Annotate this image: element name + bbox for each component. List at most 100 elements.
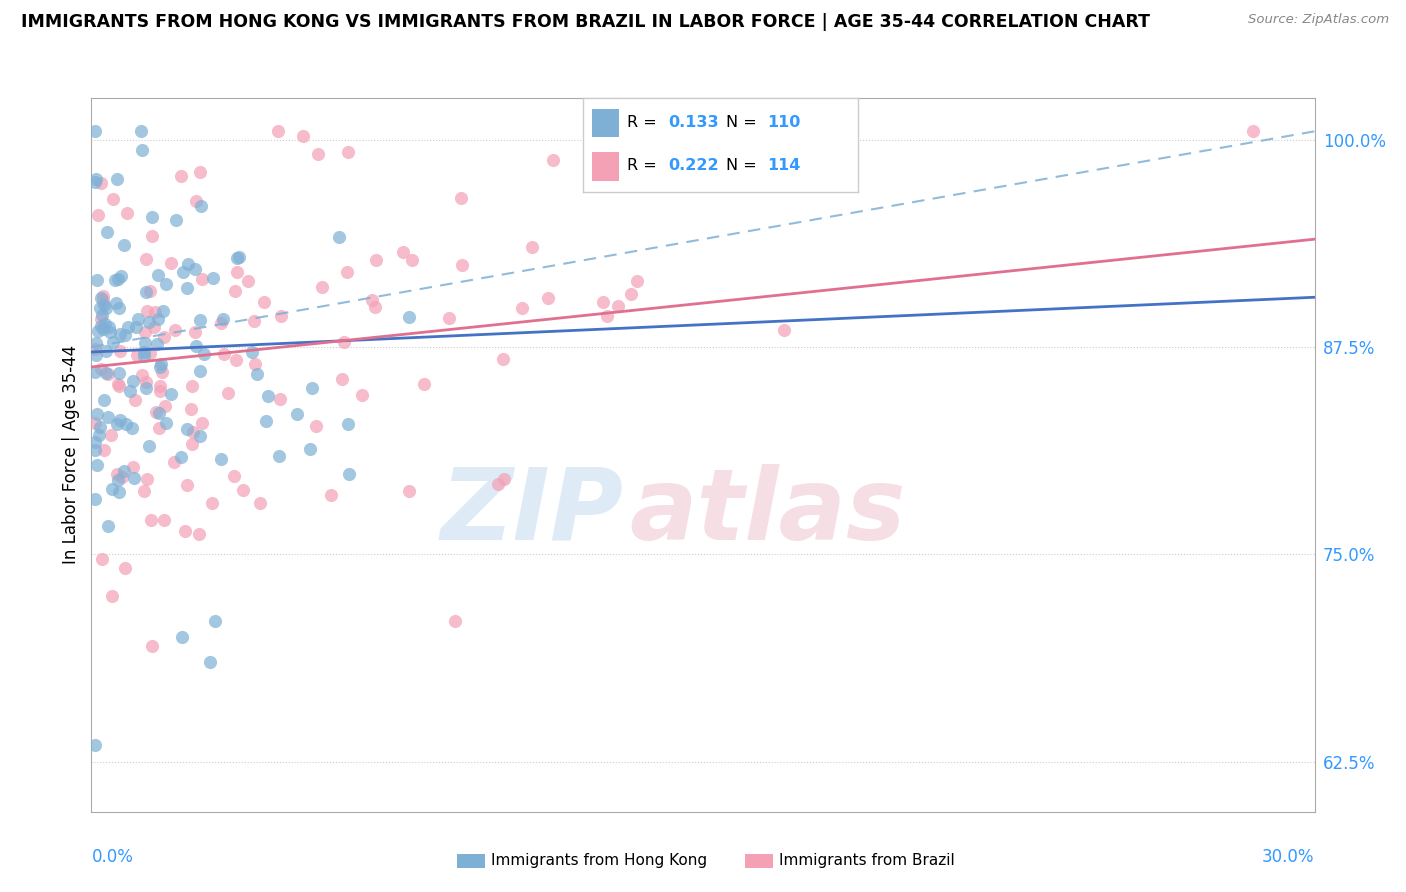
Point [187,526,209,541]
Point [311,280,333,294]
Point [491,352,513,367]
Point [108,301,131,315]
Point [443,614,465,628]
Point [90,319,112,334]
Point [87,208,110,222]
Point [451,259,474,273]
Point [267,124,290,138]
Point [437,311,460,326]
Point [89,419,111,434]
Text: atlas: atlas [630,464,905,560]
Point [84,342,107,356]
Point [96,366,118,380]
Point [176,422,198,436]
Point [148,312,170,326]
Text: 110: 110 [768,115,800,130]
Point [170,631,193,645]
Point [149,357,172,371]
Point [122,471,145,485]
Point [100,427,122,442]
Point [101,483,124,497]
Point [131,143,153,157]
Point [191,416,214,430]
Point [89,301,111,315]
Point [110,326,132,341]
Point [86,458,108,473]
Text: Source: ZipAtlas.com: Source: ZipAtlas.com [1249,13,1389,27]
FancyBboxPatch shape [592,153,619,180]
Point [139,345,162,359]
Point [193,347,215,361]
Point [148,406,170,420]
Point [321,488,343,502]
Point [153,513,176,527]
Text: Immigrants from Hong Kong: Immigrants from Hong Kong [491,854,707,868]
Point [97,320,120,334]
Point [146,336,169,351]
Point [121,460,143,475]
Point [90,176,112,190]
Point [361,293,384,307]
Point [84,435,107,450]
Point [232,483,254,498]
Point [163,455,186,469]
Point [84,175,107,189]
Point [115,206,138,220]
Point [596,309,619,323]
Point [143,305,166,319]
Point [107,485,129,500]
Point [301,381,323,395]
Point [84,491,107,506]
Point [243,357,266,371]
Point [176,477,198,491]
Point [93,298,115,312]
Point [107,271,129,285]
Point [93,289,115,303]
Point [117,319,139,334]
Point [243,314,266,328]
Point [240,345,263,359]
Point [84,442,107,457]
Point [90,312,112,326]
Text: N =: N = [725,115,762,130]
Point [108,378,131,392]
Point [138,315,160,329]
Text: 0.222: 0.222 [668,158,718,173]
Point [127,311,149,326]
Point [160,387,183,401]
Point [188,313,211,327]
Point [153,330,176,344]
Point [97,367,120,381]
Point [132,349,155,363]
Point [236,274,259,288]
FancyBboxPatch shape [592,110,619,137]
Point [225,265,247,279]
Point [141,639,163,653]
Point [103,193,125,207]
Point [224,468,246,483]
Point [212,347,235,361]
Point [364,252,387,267]
Point [122,375,145,389]
Point [90,362,112,376]
Point [201,271,224,285]
Point [249,496,271,510]
Text: 0.0%: 0.0% [91,848,134,866]
Point [84,416,107,430]
Point [200,656,222,670]
Point [84,739,107,753]
Point [84,124,107,138]
Point [291,129,314,144]
Point [184,325,207,339]
Point [87,324,110,338]
Point [110,268,132,283]
Point [607,299,630,313]
Point [114,327,136,342]
Point [141,229,163,244]
Point [269,392,291,406]
Point [135,285,157,300]
Point [148,421,170,435]
Point [93,443,115,458]
Point [96,225,118,239]
Point [626,275,648,289]
